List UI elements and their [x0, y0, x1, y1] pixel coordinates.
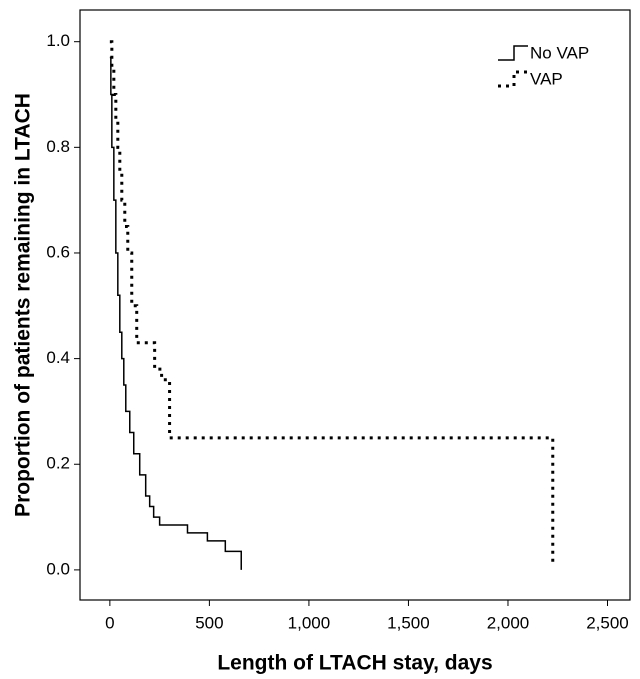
x-tick-label: 500: [195, 613, 223, 632]
y-tick-label: 0.0: [46, 559, 70, 578]
x-tick-label: 2,500: [586, 613, 629, 632]
survival-curve: [109, 40, 555, 565]
legend-swatch: [498, 45, 528, 61]
plot-frame: [79, 9, 631, 601]
legend-swatch: [498, 70, 528, 88]
legend-label: No VAP: [530, 43, 589, 62]
y-tick-label: 1.0: [46, 31, 70, 50]
y-tick-label: 0.8: [46, 137, 70, 156]
survival-curve: [109, 56, 242, 570]
legend-label: VAP: [530, 69, 563, 88]
x-tick-label: 1,500: [387, 613, 430, 632]
x-tick-label: 2,000: [487, 613, 530, 632]
y-axis-title: Proportion of patients remaining in LTAC…: [12, 93, 35, 517]
x-tick-label: 0: [105, 613, 114, 632]
x-axis-title: Length of LTACH stay, days: [217, 652, 492, 675]
x-tick-label: 1,000: [288, 613, 331, 632]
y-tick-label: 0.4: [46, 348, 70, 367]
y-tick-label: 0.6: [46, 242, 70, 261]
y-tick-label: 0.2: [46, 454, 70, 473]
